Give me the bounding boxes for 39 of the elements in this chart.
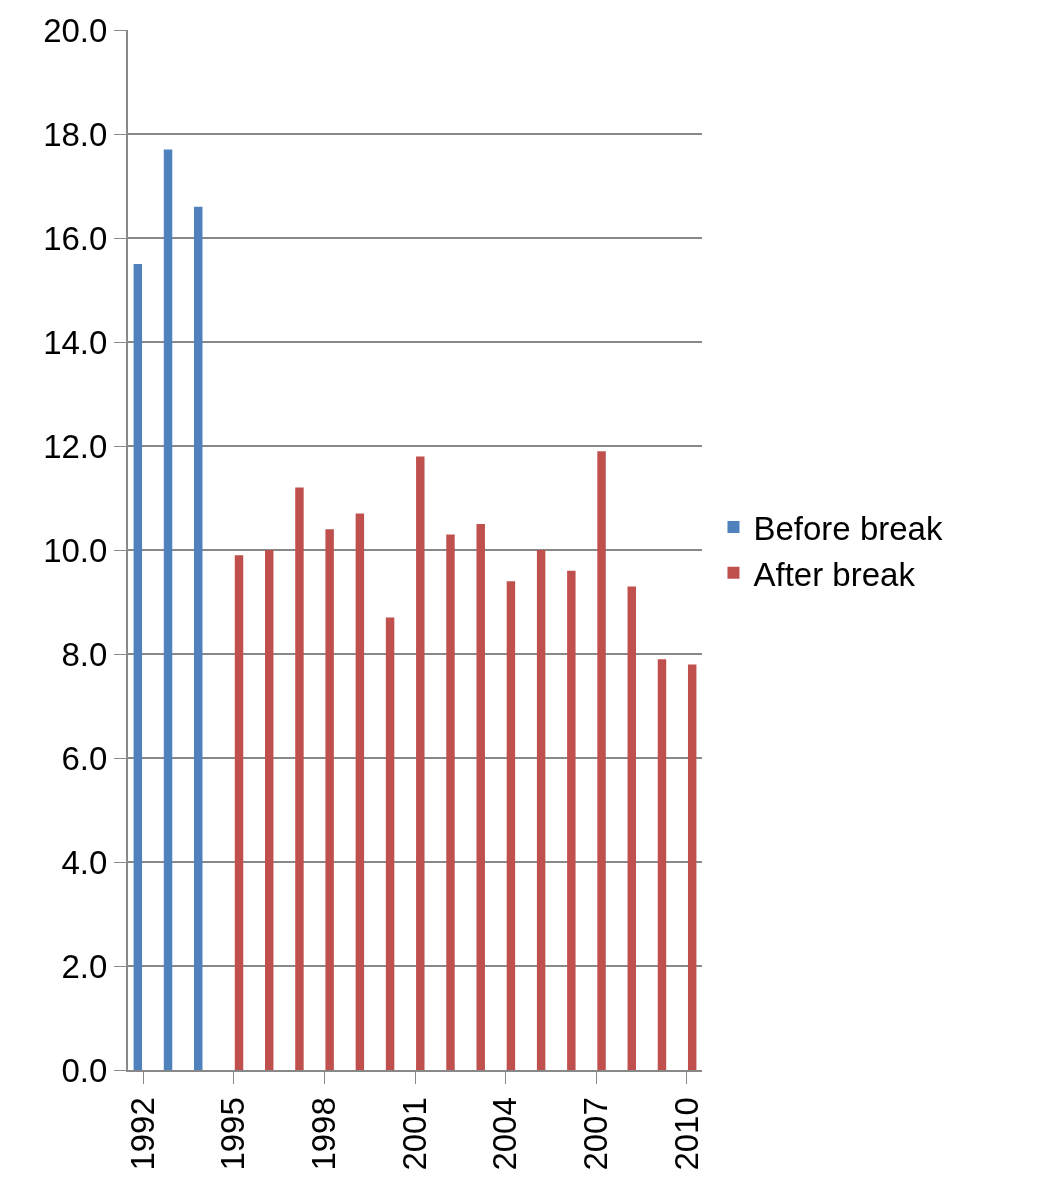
x-tick-label: 2004: [486, 1097, 524, 1171]
y-tick-label: 18.0: [43, 115, 108, 153]
bar: [687, 664, 697, 1070]
y-tick-label: 6.0: [61, 739, 108, 777]
y-tick-label: 14.0: [43, 323, 108, 361]
x-tick-label: 1995: [214, 1097, 252, 1171]
bar: [194, 206, 203, 1070]
bar: [597, 451, 606, 1070]
bar: [536, 550, 546, 1070]
y-tick-label: 0.0: [61, 1051, 108, 1089]
x-tick-label: 2001: [395, 1097, 433, 1171]
bar: [355, 513, 365, 1070]
bar: [476, 524, 485, 1070]
x-tick-label: 1998: [305, 1097, 343, 1171]
bar: [657, 659, 667, 1070]
x-tick-label: 1992: [123, 1097, 161, 1171]
bar: [446, 534, 455, 1070]
y-tick-label: 20.0: [43, 11, 108, 49]
bar: [567, 570, 576, 1070]
bar: [265, 550, 274, 1070]
bar: [416, 456, 425, 1070]
y-tick-label: 4.0: [61, 843, 108, 881]
bar: [163, 149, 173, 1070]
bar: [627, 586, 636, 1070]
x-tick-label: 2010: [667, 1097, 705, 1171]
y-tick-label: 12.0: [43, 427, 108, 465]
bar: [234, 555, 244, 1070]
y-tick-label: 2.0: [61, 947, 108, 985]
y-tick-label: 16.0: [43, 219, 108, 257]
legend-label: After break: [753, 555, 916, 593]
legend-label: Before break: [753, 509, 943, 547]
bar: [295, 487, 304, 1070]
bar: [385, 617, 395, 1070]
bar: [506, 581, 516, 1070]
x-tick-label: 2007: [576, 1097, 614, 1171]
y-tick-label: 8.0: [61, 635, 108, 673]
bar: [133, 264, 143, 1070]
bar: [325, 529, 334, 1070]
y-tick-label: 10.0: [43, 531, 108, 569]
